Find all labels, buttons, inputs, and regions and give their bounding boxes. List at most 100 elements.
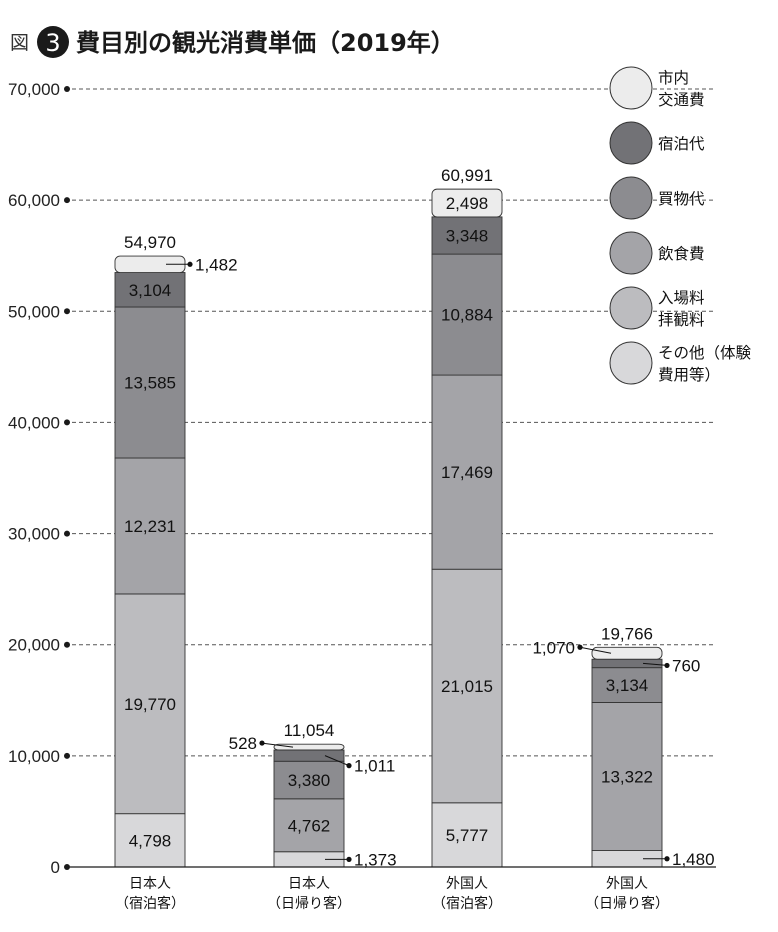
y-tick-dot	[64, 86, 70, 92]
y-tick-dot	[64, 419, 70, 426]
y-tick-label: 50,000	[8, 302, 60, 321]
data-label: 13,322	[601, 768, 653, 787]
y-tick-label: 30,000	[8, 525, 60, 544]
category-label: （宿泊客）	[115, 895, 185, 912]
y-tick-dot	[64, 530, 70, 537]
data-labels: 4,798 19,770 12,231 13,585 3,104 1,482 54,970 日…	[115, 166, 715, 912]
bar-total-label: 19,766	[601, 624, 653, 643]
data-label: 17,469	[441, 463, 493, 482]
y-tick-label: 40,000	[8, 413, 60, 432]
data-label: 10,884	[441, 306, 493, 325]
legend-item: 飲食費	[609, 231, 705, 275]
data-label: 1,480	[672, 850, 715, 869]
leader-dot	[664, 662, 670, 669]
data-label: 3,380	[288, 771, 331, 790]
bar-total-label: 11,054	[284, 721, 335, 740]
y-tick-label: 10,000	[8, 747, 60, 766]
bar-total-label: 54,970	[124, 233, 176, 252]
category-label: （日帰り客）	[267, 895, 351, 912]
bar-segment	[591, 646, 663, 660]
y-tick-label: 60,000	[8, 191, 60, 210]
legend-label: 交通費	[658, 91, 705, 109]
bars	[114, 188, 663, 868]
legend-swatch	[609, 121, 653, 165]
legend-swatch	[609, 66, 653, 110]
bar-segment	[431, 216, 503, 255]
data-label: 1,482	[195, 255, 238, 274]
data-label: 1,070	[532, 638, 575, 657]
data-label: 4,762	[288, 816, 331, 835]
bar-segment	[431, 568, 503, 804]
category-label: 日本人	[129, 876, 171, 892]
bar-segment	[431, 374, 503, 570]
y-axis: 0 10,000 20,000 30,000 40,000 50,000 60,000 70,…	[8, 80, 716, 877]
data-label: 760	[672, 656, 700, 675]
leader-dot	[346, 763, 352, 769]
leader-line	[642, 662, 668, 666]
leader-dot	[259, 740, 265, 746]
legend-item: 宿泊代	[609, 121, 705, 165]
legend-item: 買物代	[609, 176, 705, 220]
data-label: 12,231	[124, 517, 176, 536]
y-tick-dot	[64, 641, 70, 648]
bar-segment	[273, 743, 345, 751]
data-label: 2,498	[446, 194, 489, 213]
y-tick-dot	[64, 308, 70, 315]
y-tick-label: 0	[51, 858, 60, 877]
leader-line	[579, 646, 612, 654]
data-label: 3,104	[129, 281, 172, 300]
legend-label: 入場料	[658, 289, 705, 307]
legend-label: 買物代	[658, 190, 705, 208]
legend-swatch	[609, 176, 653, 220]
figure-number: 3	[45, 29, 60, 57]
category-label: 外国人	[446, 876, 488, 892]
data-label: 528	[229, 734, 257, 753]
bar-segment	[114, 272, 186, 308]
leader-dot	[187, 261, 193, 267]
bar-segment	[114, 457, 186, 595]
y-tick-label: 70,000	[8, 80, 60, 99]
bar-total-label: 60,991	[441, 166, 493, 185]
category-label: 日本人	[288, 876, 330, 892]
category-label: 外国人	[606, 876, 648, 892]
bar-segment	[431, 802, 503, 868]
legend-swatch	[609, 286, 653, 330]
data-label: 19,770	[124, 695, 176, 714]
data-label: 21,015	[441, 677, 493, 696]
bar-segment	[114, 593, 186, 815]
chart-title: 費目別の観光消費単価（2019年）	[76, 29, 455, 57]
legend-label: 費用等）	[658, 366, 720, 384]
data-label: 13,585	[124, 374, 176, 393]
legend-label: 飲食費	[658, 245, 705, 263]
data-label: 1,011	[354, 757, 395, 776]
leader-dot	[664, 856, 670, 862]
figure-number-badge	[37, 26, 69, 58]
legend-label: その他（体験	[658, 344, 752, 362]
figure-prefix: 図	[10, 32, 29, 54]
y-tick-dot	[64, 752, 70, 759]
data-label: 5,777	[446, 826, 489, 845]
bar-segment	[114, 306, 186, 459]
legend-swatch	[609, 231, 653, 275]
data-label: 1,373	[354, 850, 397, 869]
legend-label: 市内	[658, 69, 689, 87]
leader-dot	[577, 644, 583, 650]
figure-title: 図 3 費目別の観光消費単価（2019年）	[10, 26, 455, 58]
legend-label: 拝観料	[658, 311, 705, 329]
bar-segment	[431, 188, 503, 218]
legend-swatch	[609, 341, 653, 385]
category-label: （宿泊客）	[432, 895, 502, 912]
category-label: （日帰り客）	[585, 895, 669, 912]
bar-segment	[273, 760, 345, 800]
data-label: 3,134	[606, 676, 649, 695]
leader-line	[261, 742, 294, 748]
bar-segment	[591, 667, 663, 703]
bar-segment	[591, 658, 663, 669]
y-tick-dot	[64, 864, 70, 870]
y-tick-dot	[64, 197, 70, 204]
